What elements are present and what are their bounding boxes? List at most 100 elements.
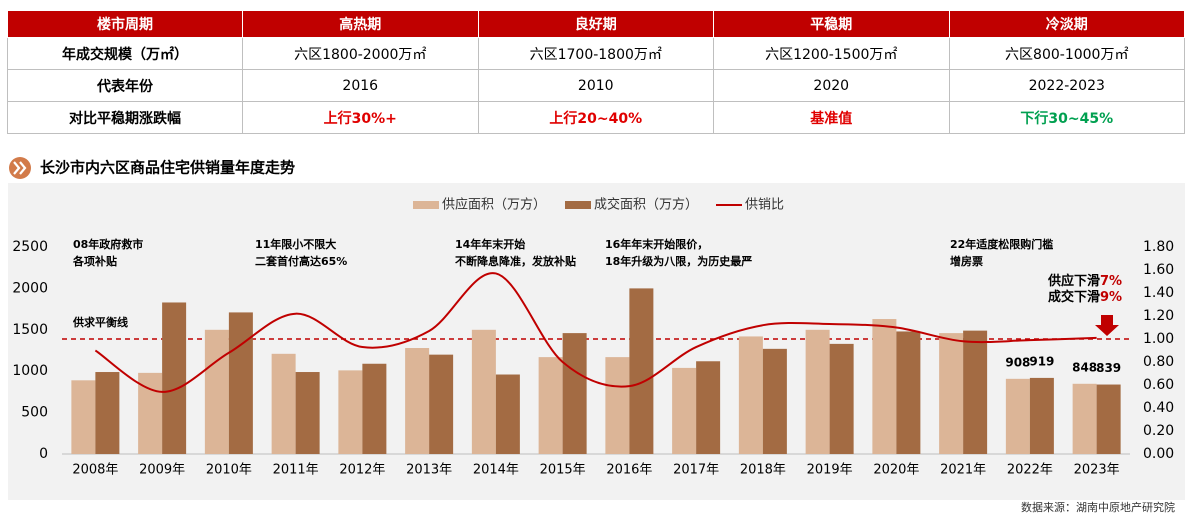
ratio-line — [94, 272, 1097, 393]
bar — [228, 312, 253, 454]
legend-swatch — [413, 201, 439, 209]
bar — [1072, 383, 1097, 454]
y-tick-label: 500 — [21, 405, 48, 421]
x-tick-label: 2015年 — [540, 463, 586, 478]
callout-text: 成交下滑 — [1048, 289, 1100, 305]
bar — [471, 329, 496, 454]
bar — [95, 372, 120, 454]
data-label: 908 — [1005, 355, 1030, 369]
bar — [738, 336, 763, 454]
x-tick-label: 2022年 — [1007, 463, 1053, 478]
bar — [538, 357, 563, 454]
annotation: 22年适度松限购门槛 — [950, 237, 1053, 251]
legend-label: 供应面积（万方） — [442, 197, 546, 213]
table-cell: 年成交规模（万㎡） — [7, 37, 243, 70]
y-tick-label: 1500 — [12, 322, 48, 338]
bar — [295, 372, 320, 454]
x-tick-label: 2013年 — [406, 463, 452, 478]
bar — [362, 363, 387, 454]
bar — [405, 348, 430, 454]
x-tick-label: 2010年 — [206, 463, 252, 478]
table-cell: 六区1800-2000万㎡ — [242, 37, 479, 70]
y2-tick-label: 0.80 — [1143, 354, 1174, 370]
bar — [672, 367, 697, 454]
y2-tick-label: 0.60 — [1143, 377, 1174, 393]
x-tick-label: 2023年 — [1074, 463, 1120, 478]
cycle-table: 楼市周期 高热期 良好期 平稳期 冷淡期 年成交规模（万㎡） 六区1800-2000万㎡ 六区… — [7, 10, 1185, 134]
x-tick-label: 2017年 — [673, 463, 719, 478]
y-tick-label: 1000 — [12, 363, 48, 379]
data-label: 839 — [1096, 361, 1121, 375]
y2-tick-label: 0.00 — [1143, 446, 1174, 462]
legend-swatch — [565, 201, 591, 209]
x-tick-label: 2020年 — [873, 463, 919, 478]
table-cell: 六区1700-1800万㎡ — [477, 37, 714, 70]
bar — [338, 370, 363, 454]
header-cell: 高热期 — [242, 10, 479, 38]
annotation: 11年限小不限大 — [255, 237, 336, 251]
legend-label: 供销比 — [745, 198, 784, 213]
header-cell: 冷淡期 — [948, 10, 1185, 38]
table-cell: 对比平稳期涨跌幅 — [7, 101, 243, 134]
x-tick-label: 2021年 — [940, 463, 986, 478]
x-tick-label: 2011年 — [273, 463, 319, 478]
table-cell: 基准值 — [713, 101, 950, 134]
x-tick-label: 2016年 — [606, 463, 652, 478]
chart-title: 长沙市内六区商品住宅供销量年度走势 — [40, 159, 295, 177]
x-tick-label: 2014年 — [473, 463, 519, 478]
annotation: 16年年末开始限价， — [605, 237, 708, 251]
x-tick-label: 2012年 — [339, 463, 385, 478]
table-row: 对比平稳期涨跌幅 上行30%+ 上行20~40% 基准值 下行30~45% — [7, 101, 1185, 134]
y2-tick-label: 1.20 — [1143, 308, 1174, 324]
table-row: 代表年份 2016 2010 2020 2022-2023 — [7, 69, 1185, 102]
callout: 成交下滑9% — [1048, 289, 1122, 305]
data-label: 848 — [1072, 360, 1097, 374]
annotation: 18年升级为八限，为历史最严 — [605, 254, 752, 268]
y-tick-label: 2500 — [12, 239, 48, 255]
y2-tick-label: 0.20 — [1143, 423, 1174, 439]
bar — [162, 302, 187, 454]
table-cell: 六区1200-1500万㎡ — [713, 37, 950, 70]
x-tick-label: 2009年 — [139, 463, 185, 478]
x-tick-label: 2019年 — [807, 463, 853, 478]
table-cell: 代表年份 — [7, 69, 243, 102]
annotation: 各项补贴 — [72, 254, 117, 268]
annotation: 增房票 — [950, 254, 983, 268]
bar — [696, 361, 721, 454]
header-cell: 平稳期 — [713, 10, 950, 38]
table-cell: 上行20~40% — [477, 101, 714, 134]
bar — [1029, 377, 1054, 454]
legend-label: 成交面积（万方） — [594, 197, 698, 213]
table-cell: 下行30~45% — [948, 101, 1185, 134]
bar — [605, 357, 630, 454]
y2-tick-label: 1.40 — [1143, 285, 1174, 301]
bar — [1096, 384, 1121, 454]
header-cell: 良好期 — [477, 10, 714, 38]
y2-tick-label: 0.40 — [1143, 400, 1174, 416]
bar — [629, 288, 654, 454]
bar — [1005, 378, 1030, 454]
table-cell: 2020 — [713, 69, 950, 102]
table-cell: 上行30%+ — [242, 101, 479, 134]
annotation: 二套首付高达65% — [255, 254, 347, 268]
table-row: 年成交规模（万㎡） 六区1800-2000万㎡ 六区1700-1800万㎡ 六区120… — [7, 37, 1185, 70]
bar — [805, 329, 830, 454]
bar — [963, 330, 988, 454]
section-icon-chevrons — [13, 161, 27, 175]
bar — [495, 374, 520, 454]
table-cell: 2022-2023 — [948, 69, 1185, 102]
y2-tick-label: 1.80 — [1143, 239, 1174, 255]
bar — [762, 348, 787, 454]
annotation: 14年年末开始 — [455, 237, 525, 251]
table-cell: 2010 — [477, 69, 714, 102]
callout-highlight: 9% — [1100, 290, 1122, 305]
y2-tick-label: 1.00 — [1143, 331, 1174, 347]
bar — [429, 354, 454, 454]
bar — [71, 380, 96, 454]
y2-tick-label: 1.60 — [1143, 262, 1174, 278]
annotation: 不断降息降准，发放补贴 — [455, 254, 576, 268]
y-tick-label: 0 — [39, 446, 48, 462]
bar — [562, 333, 587, 454]
